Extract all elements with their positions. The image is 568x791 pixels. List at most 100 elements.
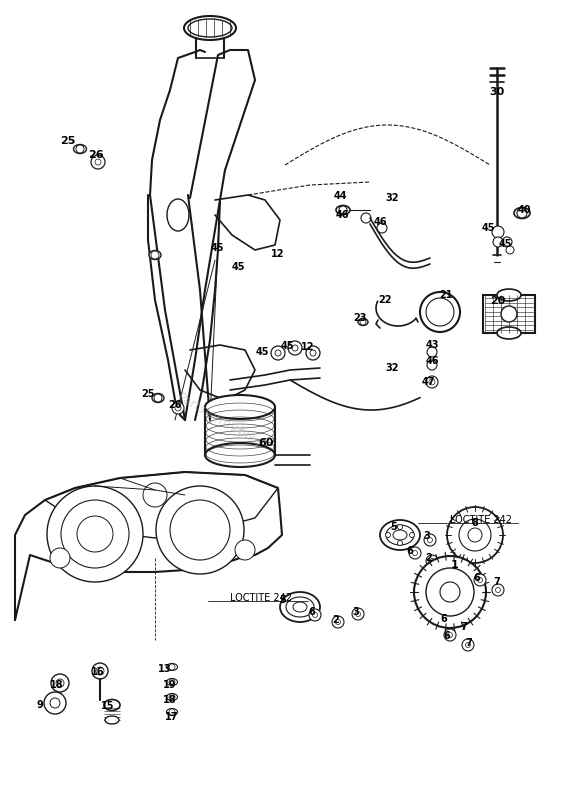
- Text: 12: 12: [272, 249, 285, 259]
- Circle shape: [409, 547, 421, 559]
- Circle shape: [339, 206, 347, 214]
- Text: 46: 46: [425, 356, 438, 366]
- Circle shape: [410, 532, 415, 538]
- Bar: [483, 295, 535, 333]
- Circle shape: [492, 584, 504, 596]
- Circle shape: [459, 519, 491, 551]
- Ellipse shape: [166, 664, 177, 671]
- Text: 25: 25: [141, 389, 154, 399]
- Circle shape: [170, 500, 230, 560]
- Circle shape: [361, 213, 371, 223]
- Circle shape: [306, 346, 320, 360]
- Text: 13: 13: [158, 664, 172, 674]
- Ellipse shape: [386, 525, 414, 545]
- Circle shape: [50, 548, 70, 568]
- Circle shape: [412, 551, 417, 555]
- Circle shape: [398, 540, 403, 546]
- Text: 30: 30: [490, 87, 504, 97]
- Circle shape: [154, 394, 162, 402]
- Text: 16: 16: [91, 667, 105, 677]
- Ellipse shape: [184, 16, 236, 40]
- Circle shape: [398, 524, 403, 529]
- Circle shape: [169, 679, 175, 685]
- Text: 6: 6: [308, 607, 315, 617]
- Ellipse shape: [293, 602, 307, 612]
- Circle shape: [352, 608, 364, 620]
- Circle shape: [427, 360, 437, 370]
- Ellipse shape: [166, 709, 177, 716]
- Circle shape: [172, 402, 184, 414]
- Text: Partsformy.bike: Partsformy.bike: [176, 391, 265, 449]
- Text: 45: 45: [231, 262, 245, 272]
- Circle shape: [92, 663, 108, 679]
- Circle shape: [502, 237, 512, 247]
- Circle shape: [51, 674, 69, 692]
- Text: 3: 3: [424, 531, 431, 541]
- Text: 47: 47: [421, 377, 435, 387]
- Circle shape: [95, 159, 101, 165]
- Circle shape: [501, 306, 517, 322]
- Circle shape: [44, 692, 66, 714]
- Circle shape: [288, 341, 302, 355]
- Text: 26: 26: [88, 150, 104, 160]
- Circle shape: [429, 558, 435, 563]
- Ellipse shape: [167, 199, 189, 231]
- Text: 32: 32: [385, 363, 399, 373]
- Text: 6: 6: [441, 614, 448, 624]
- Circle shape: [426, 568, 474, 616]
- Circle shape: [426, 298, 454, 326]
- Circle shape: [271, 346, 285, 360]
- Circle shape: [143, 483, 167, 507]
- Circle shape: [360, 319, 366, 325]
- Circle shape: [235, 540, 255, 560]
- Text: 12: 12: [301, 342, 315, 352]
- Circle shape: [492, 226, 504, 238]
- Circle shape: [420, 292, 460, 332]
- Circle shape: [478, 577, 482, 582]
- Text: 40: 40: [517, 205, 531, 215]
- Text: 32: 32: [385, 193, 399, 203]
- Circle shape: [175, 405, 181, 411]
- Circle shape: [356, 611, 361, 616]
- Circle shape: [96, 667, 104, 675]
- Circle shape: [61, 500, 129, 568]
- Circle shape: [444, 629, 456, 641]
- Ellipse shape: [152, 393, 164, 403]
- Circle shape: [156, 486, 244, 574]
- Ellipse shape: [149, 251, 161, 259]
- Circle shape: [462, 639, 474, 651]
- Ellipse shape: [166, 679, 177, 686]
- Circle shape: [169, 709, 175, 715]
- Text: 6: 6: [407, 546, 414, 556]
- Circle shape: [517, 208, 527, 218]
- Ellipse shape: [205, 395, 275, 419]
- Text: 26: 26: [168, 400, 182, 410]
- Text: 23: 23: [353, 313, 367, 323]
- Text: 6: 6: [444, 631, 450, 641]
- Text: 18: 18: [50, 680, 64, 690]
- Circle shape: [336, 619, 340, 625]
- Text: 45: 45: [255, 347, 269, 357]
- Text: 60: 60: [258, 438, 274, 448]
- Ellipse shape: [104, 699, 120, 710]
- Text: 7: 7: [466, 638, 473, 648]
- Text: 2: 2: [333, 615, 339, 625]
- Circle shape: [77, 516, 113, 552]
- Ellipse shape: [336, 206, 350, 214]
- Ellipse shape: [280, 592, 320, 622]
- Circle shape: [429, 379, 435, 385]
- Ellipse shape: [205, 443, 275, 467]
- Text: 45: 45: [280, 341, 294, 351]
- Text: 8: 8: [471, 518, 478, 528]
- Circle shape: [386, 532, 391, 538]
- Text: 20: 20: [490, 296, 506, 306]
- Text: 9: 9: [36, 700, 43, 710]
- Text: 45: 45: [481, 223, 495, 233]
- Text: 46: 46: [373, 217, 387, 227]
- Text: LOCTITE 242: LOCTITE 242: [230, 593, 292, 603]
- Text: 43: 43: [425, 340, 438, 350]
- Circle shape: [506, 246, 514, 254]
- Text: 1: 1: [451, 560, 459, 570]
- Circle shape: [151, 251, 159, 259]
- Ellipse shape: [105, 716, 119, 724]
